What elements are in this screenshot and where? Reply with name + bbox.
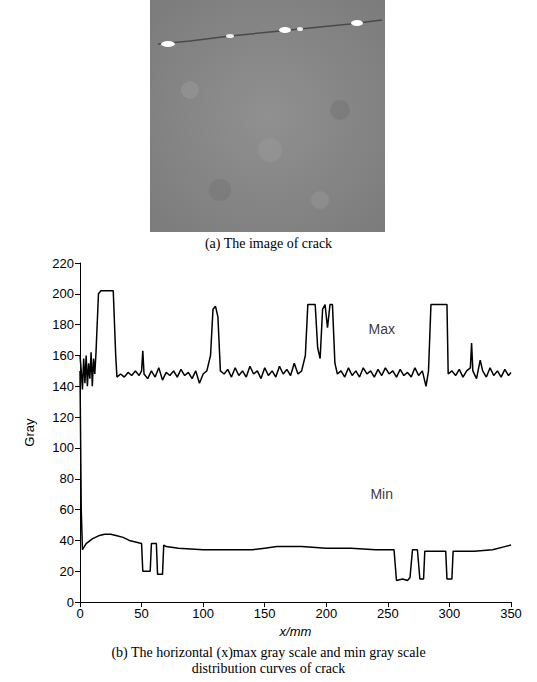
svg-text:Min: Min — [370, 486, 393, 502]
svg-text:200: 200 — [315, 606, 337, 621]
svg-text:Max: Max — [368, 321, 394, 337]
html-text:(a) The image of crack: (a) The image of crack — [204, 236, 333, 251]
svg-text:20: 20 — [60, 564, 74, 579]
svg-text:80: 80 — [60, 471, 74, 486]
svg-text:x/mm: x/mm — [279, 624, 312, 639]
svg-text:150: 150 — [254, 606, 276, 621]
svg-text:300: 300 — [439, 606, 461, 621]
svg-text:100: 100 — [52, 440, 74, 455]
svg-text:250: 250 — [377, 606, 399, 621]
svg-text:0: 0 — [67, 595, 74, 610]
svg-text:120: 120 — [52, 410, 74, 425]
svg-text:220: 220 — [52, 256, 74, 271]
svg-text:140: 140 — [52, 379, 74, 394]
svg-text:180: 180 — [52, 317, 74, 332]
svg-text:350: 350 — [500, 606, 522, 621]
svg-text:0: 0 — [76, 606, 83, 621]
svg-text:50: 50 — [134, 606, 148, 621]
svg-text:160: 160 — [52, 348, 74, 363]
svg-text:Gray: Gray — [22, 418, 37, 447]
svg-text:40: 40 — [60, 533, 74, 548]
html-text:(b) The horizontal (x)max gray: (b) The horizontal (x)max gray scale and… — [111, 645, 426, 676]
svg-text:60: 60 — [60, 502, 74, 517]
svg-text:200: 200 — [52, 286, 74, 301]
svg-text:100: 100 — [192, 606, 214, 621]
